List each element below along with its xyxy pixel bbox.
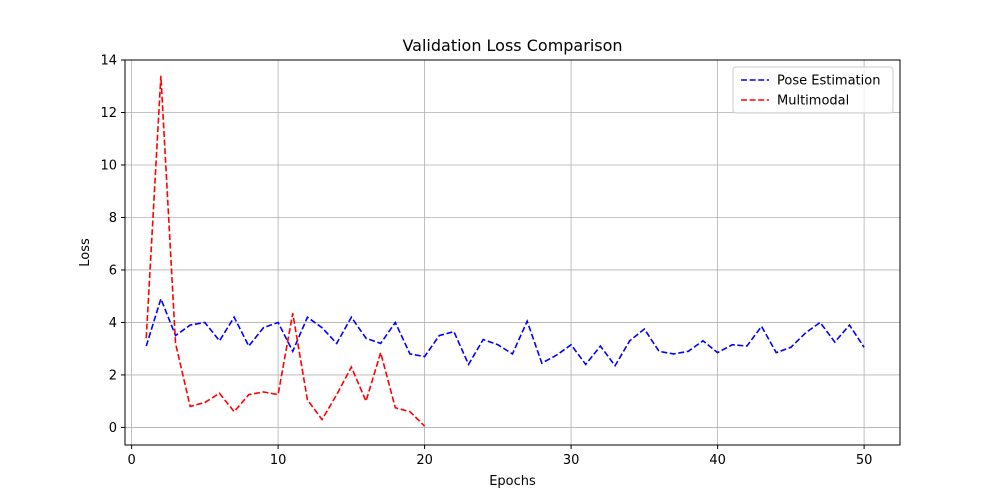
y-tick-label: 2: [109, 368, 117, 383]
series-lines: [145, 75, 865, 427]
x-tick-label: 50: [856, 453, 873, 468]
legend-box: [732, 66, 894, 114]
x-tick-label: 10: [270, 453, 287, 468]
x-axis-title: Epochs: [489, 474, 536, 489]
y-tick-label: 6: [109, 263, 117, 278]
x-tick-label: 40: [709, 453, 726, 468]
y-tick-label: 12: [100, 106, 117, 121]
y-tick-label: 4: [109, 316, 117, 331]
legend: Pose Estimation Multimodal: [732, 66, 894, 114]
plot-frame: [124, 59, 901, 446]
y-tick-label: 10: [100, 158, 117, 173]
axis-ticks: 0 10 20 30 40 50 0 2 4 6 8 10 12 14: [100, 54, 872, 469]
x-tick-label: 0: [127, 453, 135, 468]
x-tick-label: 30: [563, 453, 580, 468]
y-tick-label: 0: [109, 421, 117, 436]
y-tick-label: 8: [109, 211, 117, 226]
x-tick-label: 20: [416, 453, 433, 468]
y-axis-title: Loss: [78, 238, 93, 267]
series-line-pose-estimation: [145, 296, 865, 368]
legend-label-multimodal: Multimodal: [777, 94, 849, 109]
legend-label-pose-estimation: Pose Estimation: [777, 74, 880, 89]
chart-title: Validation Loss Comparison: [402, 36, 622, 55]
series-line-multimodal: [145, 75, 426, 427]
y-tick-label: 14: [100, 54, 117, 69]
